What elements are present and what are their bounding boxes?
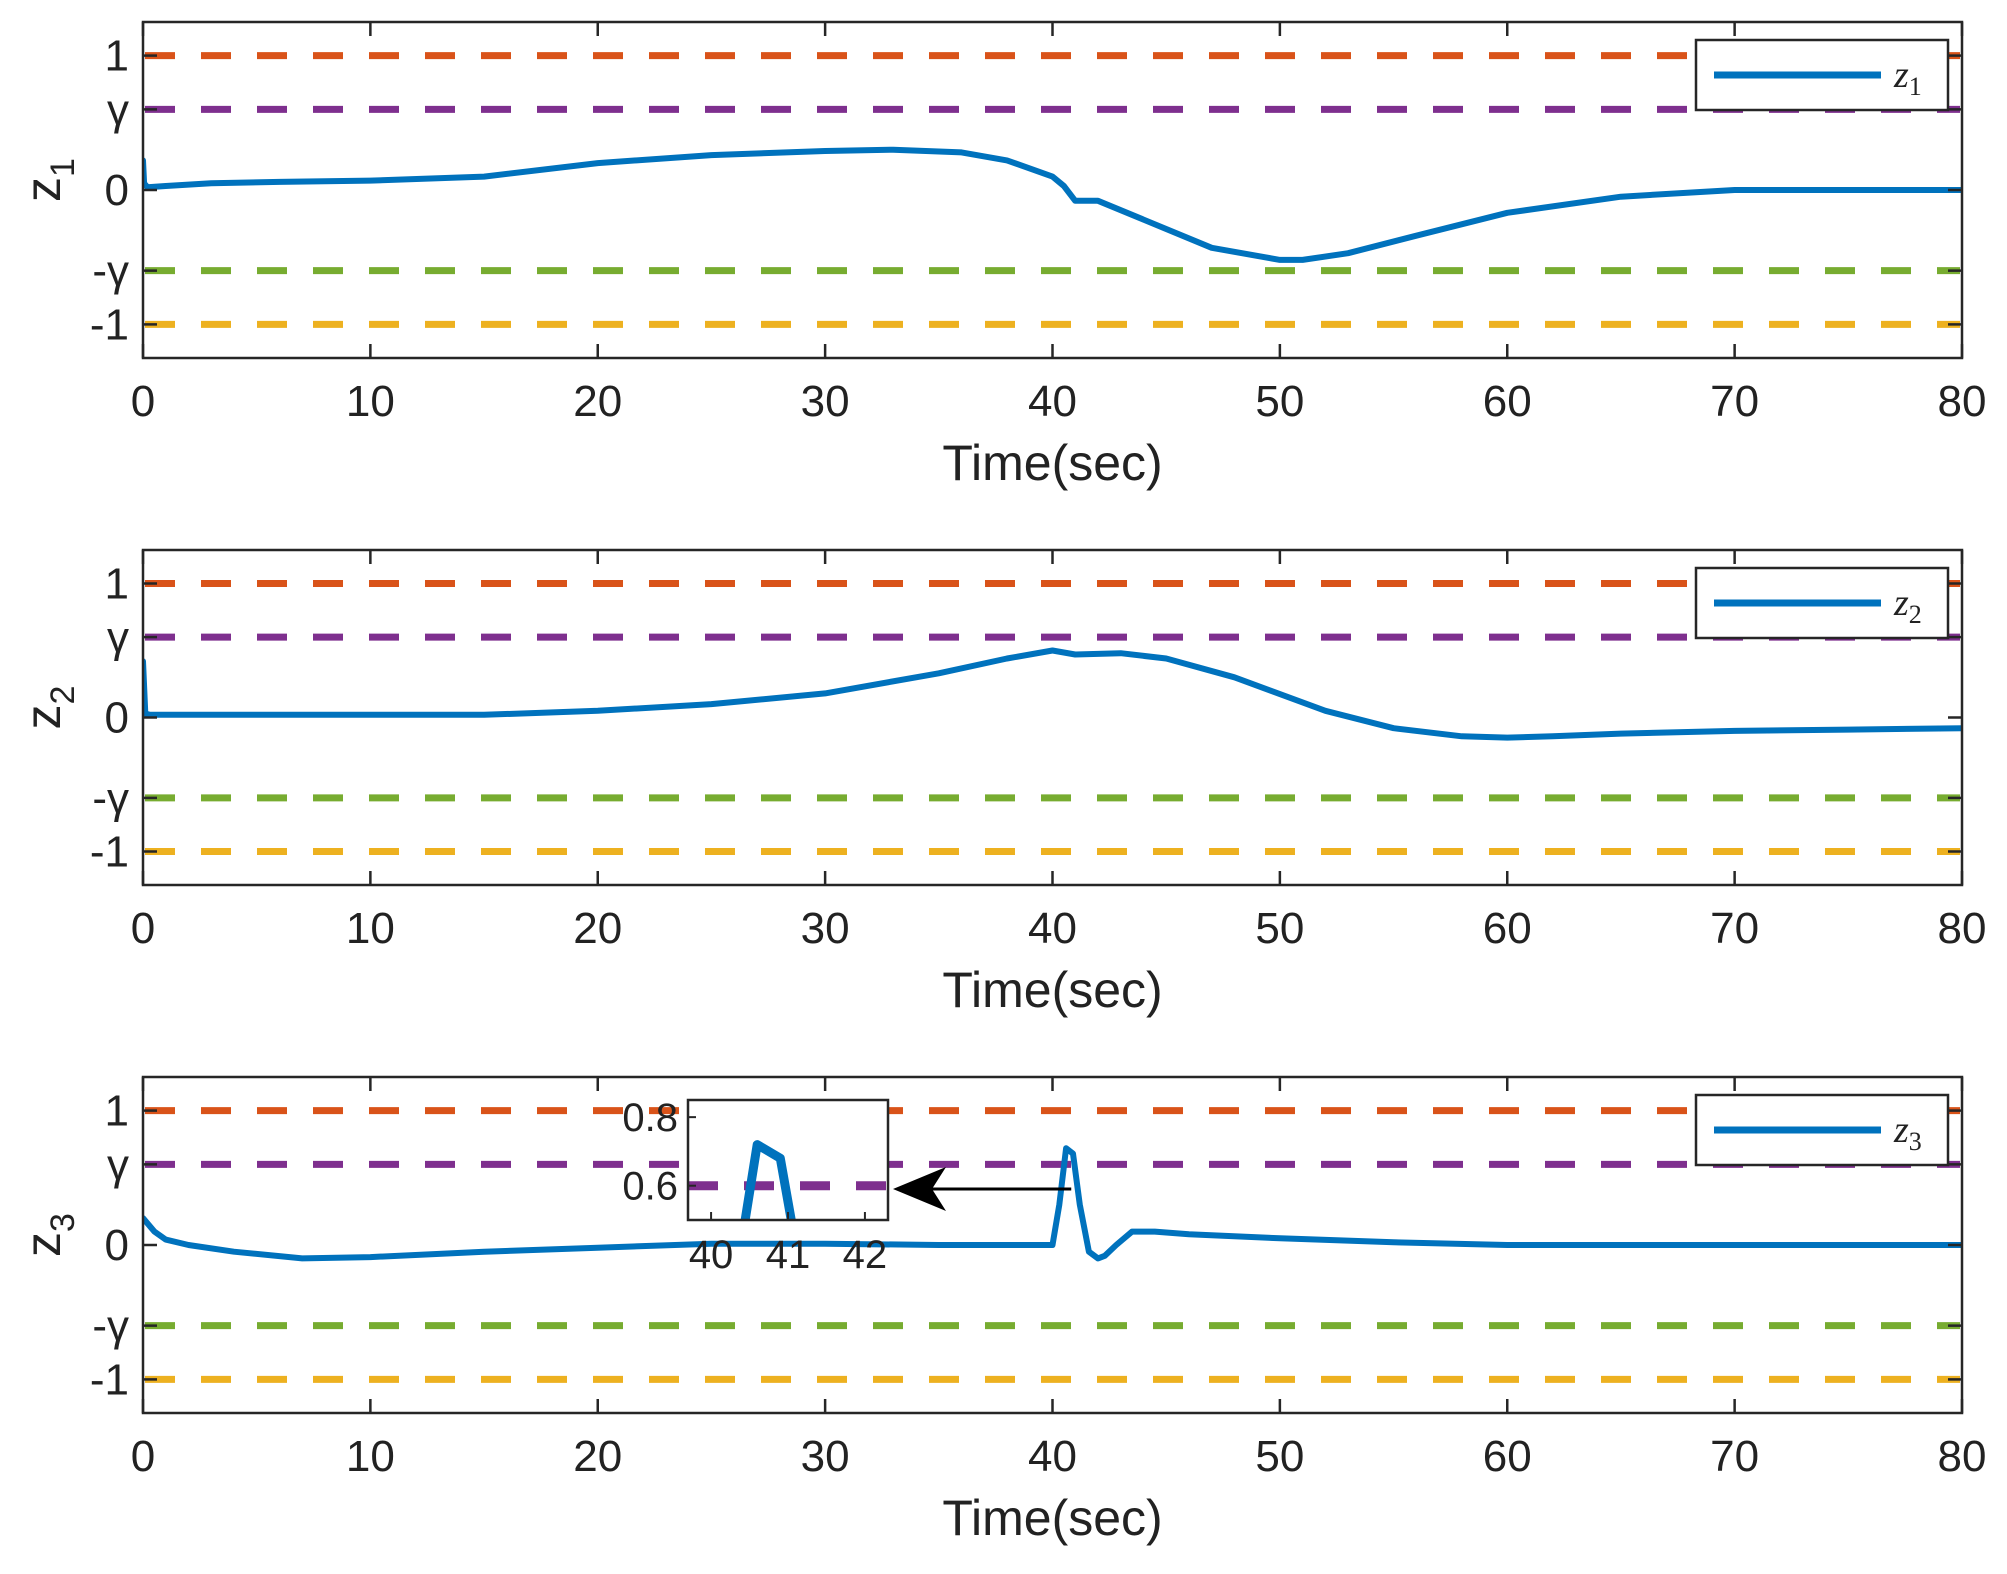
y-tick-label: 0 xyxy=(105,694,129,743)
x-tick-label: 0 xyxy=(131,1432,155,1481)
y-tick-label: -γ xyxy=(92,1302,129,1351)
legend: z2 xyxy=(1694,566,1950,640)
y-axis-label-subscript: 3 xyxy=(44,1213,82,1232)
y-axis-label-main: z xyxy=(15,177,71,202)
x-tick-label: 60 xyxy=(1483,1432,1532,1481)
y-axis-label: z3 xyxy=(15,1213,82,1257)
y-tick-label: -γ xyxy=(92,247,129,296)
y-tick-label: 1 xyxy=(105,560,129,609)
legend-label-subscript: 2 xyxy=(1909,600,1922,629)
x-axis-label: Time(sec) xyxy=(942,435,1162,491)
x-tick-label: 0 xyxy=(131,377,155,426)
inset-x-tick-label: 42 xyxy=(843,1233,888,1277)
x-tick-label: 50 xyxy=(1255,1432,1304,1481)
x-tick-label: 30 xyxy=(801,1432,850,1481)
x-tick-label: 40 xyxy=(1028,1432,1077,1481)
series-line-z3 xyxy=(143,1145,1962,1262)
legend-label: z3 xyxy=(1893,1109,1922,1156)
y-tick-label: -1 xyxy=(90,828,129,877)
y-tick-label: 1 xyxy=(105,1087,129,1136)
x-tick-label: 20 xyxy=(573,377,622,426)
y-axis-label: z2 xyxy=(15,686,82,730)
arrow-head xyxy=(893,1167,946,1211)
y-axis-label-main: z xyxy=(15,704,71,729)
y-axis-label-subscript: 1 xyxy=(44,158,82,177)
series-line-z2 xyxy=(143,647,1962,741)
inset-series-line xyxy=(740,1140,796,1220)
x-tick-label: 70 xyxy=(1710,1432,1759,1481)
x-tick-label: 40 xyxy=(1028,377,1077,426)
inset-x-tick-label: 41 xyxy=(766,1233,811,1277)
x-tick-label: 50 xyxy=(1255,904,1304,953)
legend-label-subscript: 3 xyxy=(1909,1127,1922,1156)
x-axis-label: Time(sec) xyxy=(942,962,1162,1018)
y-axis-label-subscript: 2 xyxy=(44,686,82,705)
x-tick-label: 10 xyxy=(346,377,395,426)
x-tick-label: 80 xyxy=(1938,377,1987,426)
y-tick-label: γ xyxy=(107,613,129,662)
x-tick-label: 40 xyxy=(1028,904,1077,953)
x-tick-label: 60 xyxy=(1483,377,1532,426)
y-tick-label: -γ xyxy=(92,774,129,823)
x-tick-label: 20 xyxy=(573,904,622,953)
x-tick-label: 60 xyxy=(1483,904,1532,953)
zoom-inset: 40 41 42 0.6 0.8 xyxy=(622,1096,1072,1277)
x-tick-label: 80 xyxy=(1938,1432,1987,1481)
x-tick-label: 0 xyxy=(131,904,155,953)
x-tick-label: 30 xyxy=(801,904,850,953)
y-tick-label: 0 xyxy=(105,1221,129,1270)
legend-label: z1 xyxy=(1893,54,1922,101)
legend: z3 xyxy=(1694,1093,1950,1167)
y-tick-label: 1 xyxy=(105,32,129,81)
x-tick-label: 50 xyxy=(1255,377,1304,426)
x-tick-label: 70 xyxy=(1710,377,1759,426)
x-tick-label: 30 xyxy=(801,377,850,426)
x-tick-label: 80 xyxy=(1938,904,1987,953)
x-tick-label: 10 xyxy=(346,1432,395,1481)
legend-label: z2 xyxy=(1893,582,1922,629)
y-tick-label: γ xyxy=(107,85,129,134)
y-tick-label: -1 xyxy=(90,300,129,349)
x-axis-label: Time(sec) xyxy=(942,1490,1162,1546)
y-tick-label: 0 xyxy=(105,166,129,215)
y-tick-label: -1 xyxy=(90,1355,129,1404)
legend-label-subscript: 1 xyxy=(1909,72,1922,101)
legend-label-main: z xyxy=(1893,582,1909,624)
inset-y-tick-label: 0.6 xyxy=(622,1165,678,1209)
x-tick-label: 70 xyxy=(1710,904,1759,953)
y-axis-label: z1 xyxy=(15,158,82,202)
legend: z1 xyxy=(1694,38,1950,112)
legend-label-main: z xyxy=(1893,1109,1909,1151)
inset-y-tick-label: 0.8 xyxy=(622,1096,678,1140)
y-axis-label-main: z xyxy=(15,1232,71,1257)
series-line-z1 xyxy=(143,146,1962,263)
y-tick-label: γ xyxy=(107,1140,129,1189)
x-tick-label: 10 xyxy=(346,904,395,953)
legend-label-main: z xyxy=(1893,54,1909,96)
inset-x-tick-label: 40 xyxy=(689,1233,734,1277)
x-tick-label: 20 xyxy=(573,1432,622,1481)
